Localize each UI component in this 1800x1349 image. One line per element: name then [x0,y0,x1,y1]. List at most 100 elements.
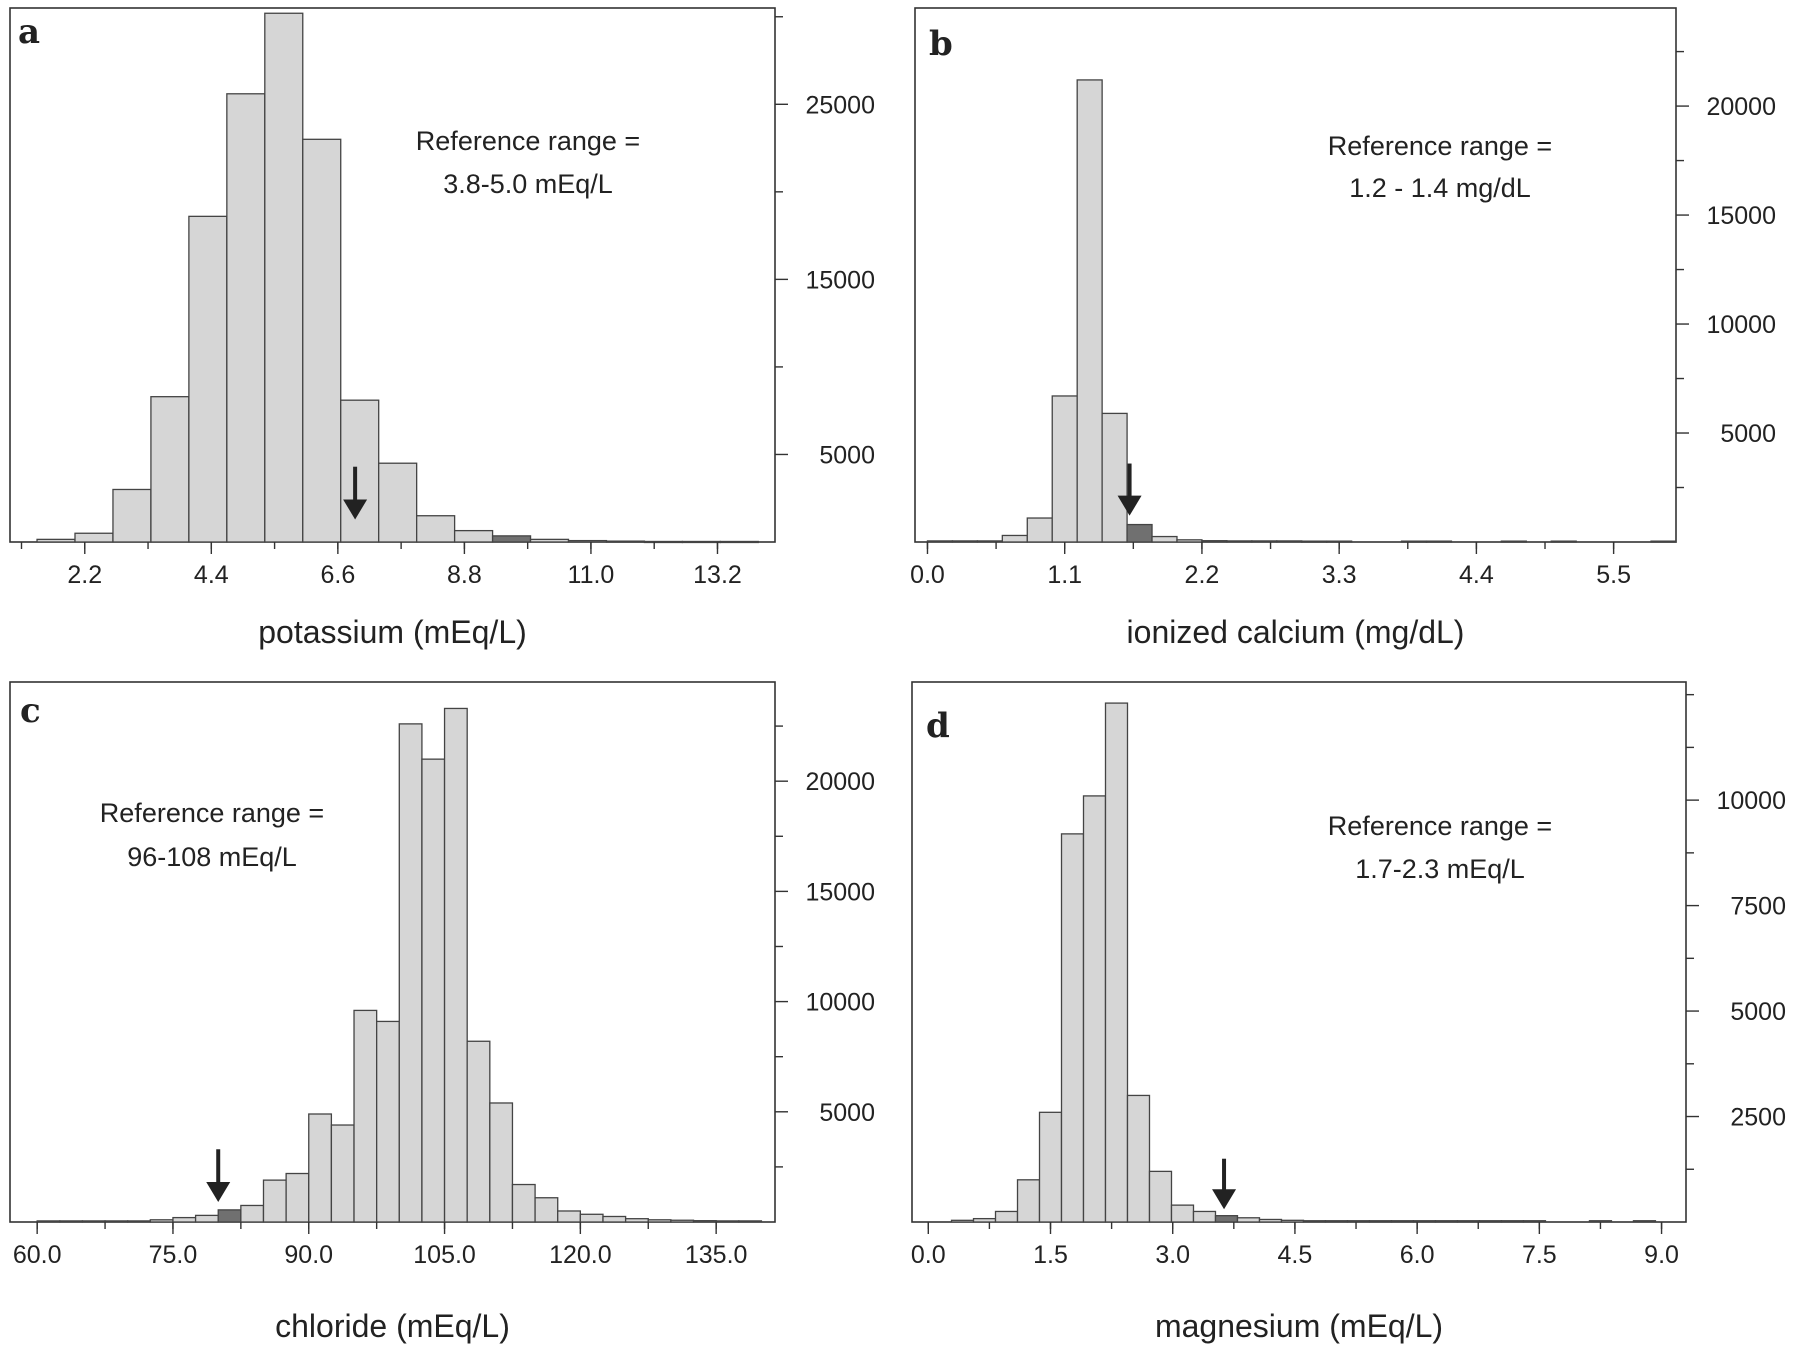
panel-b-bar [1550,540,1577,543]
panel-d-y-tick-label: 7500 [1730,893,1786,921]
panel-c-bar [81,1220,106,1223]
panel-b-bar [926,540,954,543]
panel-c-bar [398,723,423,1223]
panel-c-x-tick-label: 135.0 [685,1241,748,1269]
panel-d-bar [1126,1094,1151,1223]
panel-d-bar [1434,1220,1459,1223]
panel-c: 60.0 75.0 90.0 105.0 120.0 135.0 5000 10000 1500… [9,681,875,1344]
panel-d-bar [1060,833,1085,1223]
panel-d-bar [1170,1204,1195,1223]
panel-c-bar [376,1020,400,1223]
panel-c-bar [149,1219,174,1223]
panel-letter-c: c [20,691,41,731]
panel-d-bar [1412,1220,1437,1223]
panel-b-bar [1226,540,1253,543]
panel-c-bar [330,1124,355,1223]
panel-a-bar [340,399,380,543]
panel-a-bar [719,540,759,544]
panel-b: 0.0 1.1 2.2 3.3 4.4 5.5 5000 10000 15000 20000 ion… [910,7,1776,650]
panel-c-bar [285,1172,310,1223]
panel-b-bar [1076,79,1103,543]
panel-c-reference-range-annotation: Reference range = [100,798,324,828]
panel-b-bar [1051,395,1078,543]
panel-b-x-axis-label: ionized calcium (mg/dL) [1127,614,1465,650]
panel-a-bar [681,540,722,544]
panel-d-bar [1038,1111,1063,1223]
panel-d-bar [1324,1220,1349,1223]
panel-b-bar [951,540,979,543]
panel-d-bar [1368,1220,1393,1223]
panel-c-bar [738,1220,763,1223]
panel-a-arrow-head-icon [343,499,368,520]
panel-a-reference-range-annotation: Reference range = [416,126,640,156]
panel-b-bar [1201,540,1228,543]
panel-d-bar-highlight [1214,1215,1239,1223]
panel-c-bar [421,758,446,1223]
panel-a-bar [643,540,684,544]
panel-d-plot-frame [911,681,1687,1223]
panel-b-x-tick-label: 5.5 [1596,561,1631,589]
panel-b-bar [1650,540,1677,543]
panel-c-x-tick-label: 75.0 [149,1241,198,1269]
panel-c-bar [624,1218,649,1223]
panel-a-bar [302,138,342,543]
panel-b-x-tick-label: 3.3 [1322,561,1357,589]
panel-a-bar [226,93,266,543]
panel-d-x-tick-label: 0.0 [911,1241,946,1269]
panel-d-bar [1588,1220,1613,1223]
panel-d-bar [1104,702,1129,1223]
panel-b-y-tick-label: 5000 [1720,420,1776,448]
panel-c-bar [308,1113,333,1223]
panel-c-y-tick-label: 5000 [819,1099,875,1127]
panel-c-bar [692,1220,717,1223]
panel-a: 2.2 4.4 6.6 8.8 11.0 13.2 5000 15000 25000 potass… [9,7,875,650]
panel-b-bar [1151,535,1178,543]
panel-a-y-tick-label: 5000 [819,441,875,469]
panel-d-bar [1500,1220,1525,1223]
panel-b-bar [1001,534,1028,543]
panel-b-reference-range-annotation: Reference range = [1328,131,1552,161]
panel-d-bar [950,1219,975,1223]
panel-d-bar [1522,1220,1547,1223]
panel-c-bar [511,1183,536,1223]
panel-d-bar [1082,795,1107,1223]
panel-d-arrow-head-icon [1212,1189,1237,1210]
panel-d-bar [1632,1220,1657,1223]
panel-d-x-tick-label: 9.0 [1644,1241,1679,1269]
panel-b-y-tick-label: 15000 [1706,202,1776,230]
panel-c-x-axis-label: chloride (mEq/L) [275,1308,510,1344]
panel-c-bar [466,1040,491,1223]
panel-a-bar [150,396,190,543]
panel-c-x-tick-label: 120.0 [549,1241,612,1269]
panel-b-x-tick-label: 4.4 [1459,561,1494,589]
panel-c-bar [262,1179,287,1223]
panel-d-x-tick-label: 1.5 [1033,1241,1068,1269]
panel-a-y-tick-label: 25000 [805,91,875,119]
panel-b-bar [1251,540,1278,543]
panel-b-arrow-head-icon [1117,495,1142,516]
panel-c-bar [194,1214,219,1223]
panel-b-bar [1101,412,1128,543]
panel-d-bar [1390,1220,1415,1223]
panel-d-bar [1346,1220,1371,1223]
panel-a-bar [112,488,152,543]
panel-a-bar [453,529,494,543]
panel-c-bar [172,1216,197,1223]
panel-d-bar [1192,1210,1217,1223]
panel-a-y-tick-label: 15000 [805,266,875,294]
panel-d-bar [1302,1220,1327,1223]
panel-b-bar [1276,540,1303,543]
panel-a-x-tick-label: 4.4 [194,561,229,589]
panel-b-reference-range-annotation: 1.2 - 1.4 mg/dL [1349,173,1531,203]
panel-d-y-tick-label: 2500 [1730,1104,1786,1132]
panel-a-x-tick-label: 6.6 [320,561,355,589]
panel-c-x-tick-label: 60.0 [13,1241,62,1269]
panel-c-bar [36,1220,61,1223]
panel-letter-d: d [926,706,950,746]
panel-c-bar [602,1215,627,1223]
panel-c-x-tick-label: 105.0 [413,1241,476,1269]
panel-a-bar [188,215,228,543]
panel-c-reference-range-annotation: 96-108 mEq/L [127,842,297,872]
panel-letter-a: a [18,12,40,52]
